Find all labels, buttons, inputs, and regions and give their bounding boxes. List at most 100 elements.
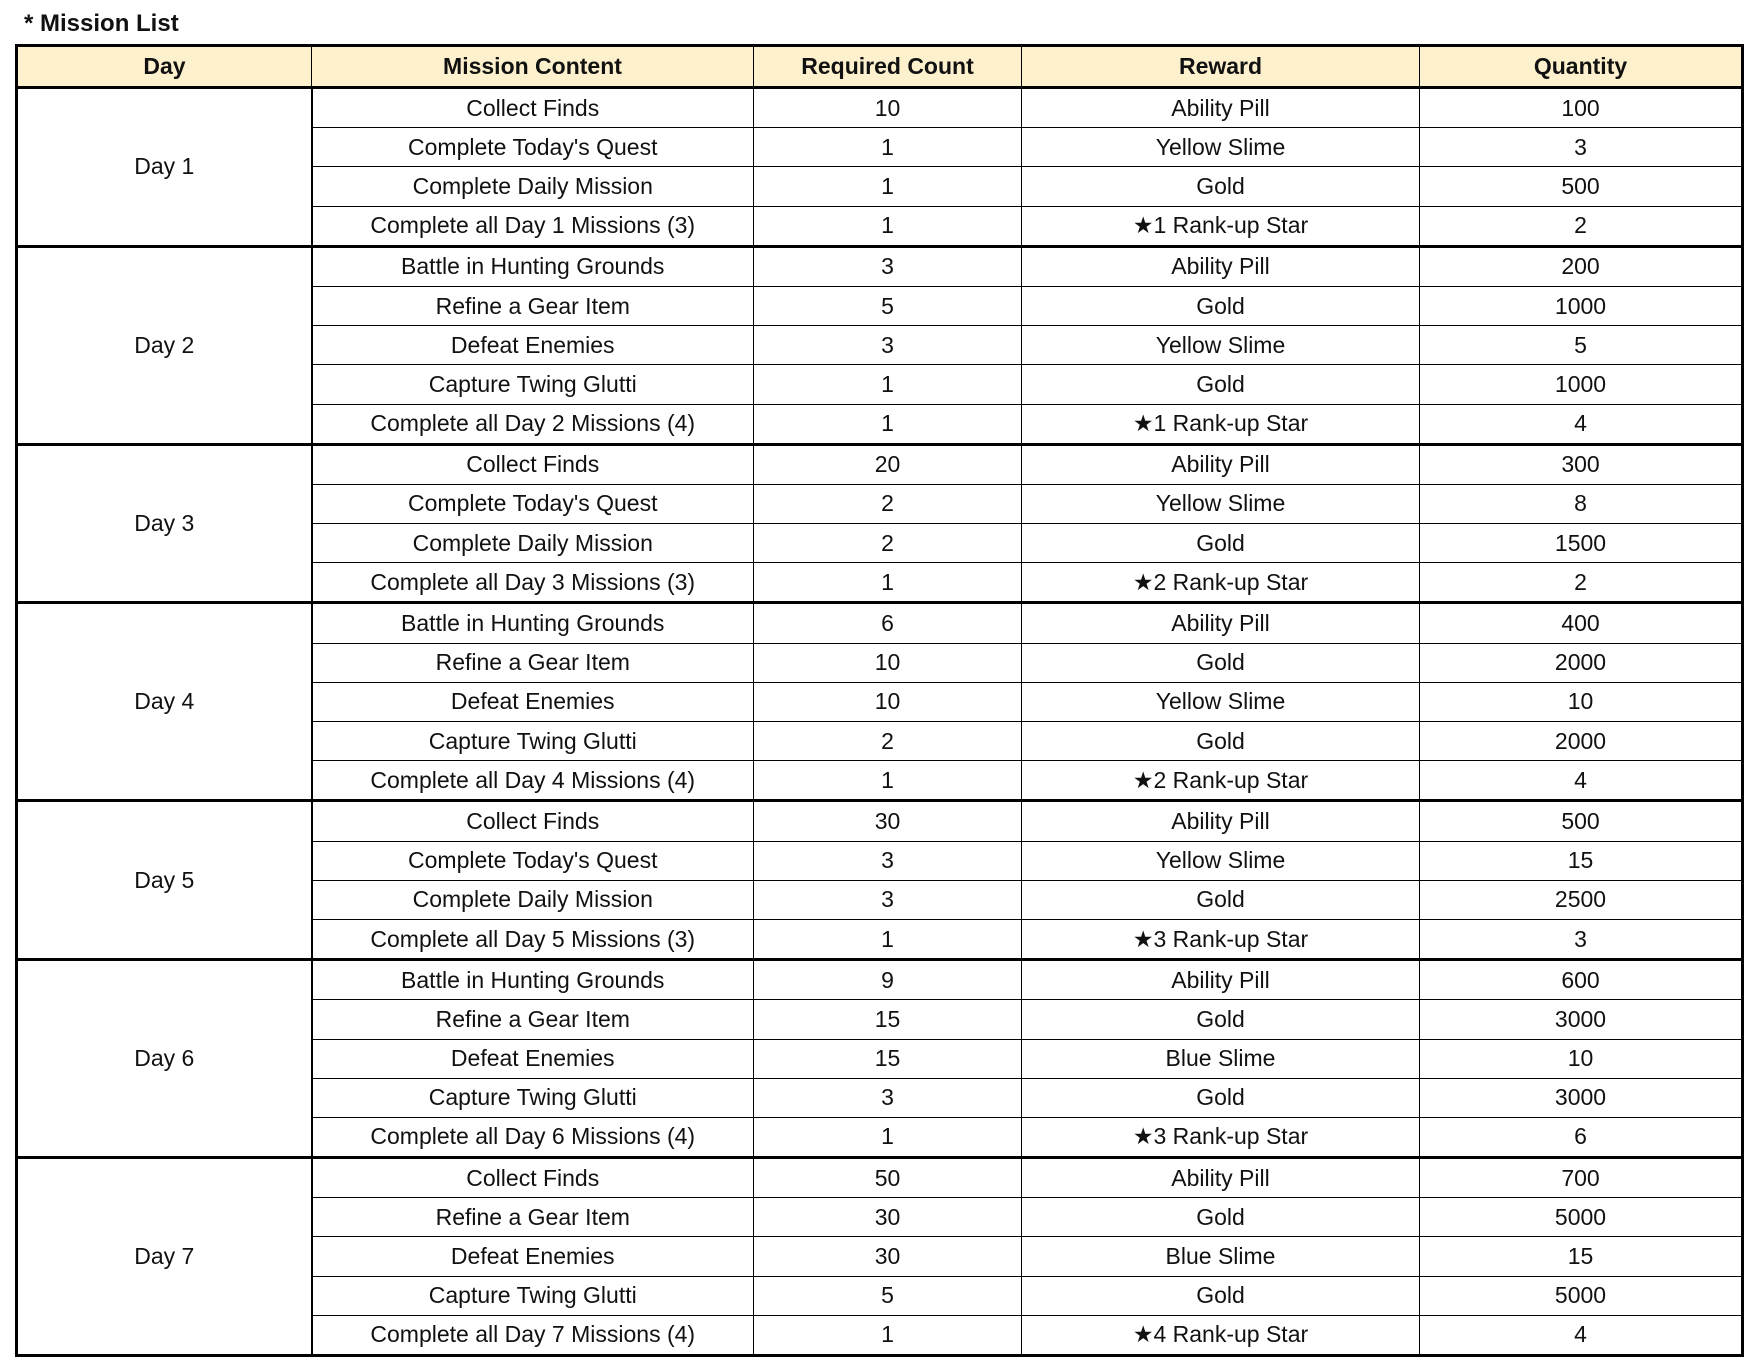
reward-cell: Yellow Slime (1021, 840, 1420, 881)
reward-cell: Gold (1021, 1077, 1420, 1118)
reward-cell: Ability Pill (1021, 601, 1420, 644)
reward-cell: Gold (1021, 166, 1420, 207)
required-count-cell: 10 (753, 85, 1022, 129)
table-row: Day 1 Collect Finds 10 Ability Pill 100 (16, 85, 1743, 247)
table-row: Complete Daily Mission 2 Gold 1500 (17, 523, 1743, 564)
mission-content-cell: Refine a Gear Item (311, 999, 754, 1040)
day-cell: Day 4 (16, 601, 313, 802)
mission-content-cell: Collect Finds (311, 85, 754, 129)
mission-content-cell: Complete Today's Quest (311, 127, 754, 168)
quantity-cell: 2000 (1419, 642, 1743, 683)
table-row: Complete Today's Quest 1 Yellow Slime 3 (17, 127, 1743, 168)
reward-cell: Yellow Slime (1021, 681, 1420, 723)
table-row: Complete Daily Mission 3 Gold 2500 (17, 879, 1743, 920)
reward-cell: Ability Pill (1021, 85, 1420, 129)
table-row: Day 4 Battle in Hunting Grounds 6 Ability P… (16, 601, 1743, 802)
mission-content-cell: Capture Twing Glutti (311, 720, 754, 762)
quantity-cell: 400 (1419, 601, 1743, 644)
required-count-cell: 3 (753, 840, 1022, 881)
quantity-cell: 4 (1419, 760, 1743, 802)
required-count-cell: 15 (753, 1038, 1022, 1079)
mission-content-cell: Battle in Hunting Grounds (311, 244, 754, 287)
required-count-cell: 10 (753, 642, 1022, 683)
quantity-cell: 3 (1419, 127, 1743, 168)
required-count-cell: 1 (753, 205, 1022, 247)
quantity-cell: 10 (1419, 681, 1743, 723)
mission-content-cell: Capture Twing Glutti (311, 1275, 754, 1316)
mission-content-cell: Complete Daily Mission (311, 166, 754, 207)
mission-content-cell: Refine a Gear Item (311, 642, 754, 683)
mission-content-cell: Complete all Day 4 Missions (4) (311, 760, 754, 802)
reward-cell: Yellow Slime (1021, 127, 1420, 168)
reward-cell: Gold (1021, 364, 1420, 405)
quantity-cell: 2500 (1419, 879, 1743, 920)
required-count-cell: 1 (753, 166, 1022, 207)
mission-content-cell: Collect Finds (311, 442, 754, 485)
section-title: * Mission List (24, 10, 179, 37)
reward-cell: ★1 Rank-up Star (1021, 403, 1420, 445)
table-row: Capture Twing Glutti 5 Gold 5000 (17, 1275, 1743, 1316)
reward-cell: Ability Pill (1021, 799, 1420, 842)
day-cell: Day 2 (16, 244, 313, 445)
table-row: Day 3 Collect Finds 20 Ability Pill 300 (16, 442, 1743, 604)
reward-cell: Ability Pill (1021, 1156, 1420, 1199)
required-count-cell: 3 (753, 1077, 1022, 1118)
required-count-cell: 15 (753, 999, 1022, 1040)
mission-content-cell: Complete Today's Quest (311, 483, 754, 525)
required-count-cell: 3 (753, 879, 1022, 920)
reward-cell: ★4 Rank-up Star (1021, 1314, 1420, 1357)
quantity-cell: 3000 (1419, 999, 1743, 1040)
header-day: Day (16, 45, 312, 89)
quantity-cell: 5000 (1419, 1275, 1743, 1316)
mission-content-cell: Capture Twing Glutti (311, 364, 754, 405)
day-cell: Day 3 (16, 442, 313, 604)
required-count-cell: 1 (753, 1116, 1022, 1159)
header-required-count: Required Count (753, 45, 1022, 89)
table-row: Complete all Day 4 Missions (4) 1 ★2 Rank-… (17, 760, 1743, 802)
mission-content-cell: Complete Daily Mission (311, 879, 754, 920)
mission-content-cell: Capture Twing Glutti (311, 1077, 754, 1118)
reward-cell: Ability Pill (1021, 442, 1420, 485)
table-row: Day 5 Collect Finds 30 Ability Pill 500 (16, 799, 1743, 961)
reward-cell: Gold (1021, 523, 1420, 564)
table-row: Complete all Day 5 Missions (3) 1 ★3 Rank-… (17, 918, 1743, 961)
mission-content-cell: Defeat Enemies (311, 325, 754, 366)
required-count-cell: 30 (753, 1236, 1022, 1277)
required-count-cell: 1 (753, 918, 1022, 961)
reward-cell: ★3 Rank-up Star (1021, 918, 1420, 961)
quantity-cell: 1000 (1419, 285, 1743, 327)
required-count-cell: 1 (753, 1314, 1022, 1357)
mission-content-cell: Collect Finds (311, 1156, 754, 1199)
table-row: Refine a Gear Item 15 Gold 3000 (17, 999, 1743, 1040)
required-count-cell: 1 (753, 403, 1022, 445)
required-count-cell: 5 (753, 1275, 1022, 1316)
table-row: Complete all Day 6 Missions (4) 1 ★3 Rank-… (17, 1116, 1743, 1159)
required-count-cell: 2 (753, 483, 1022, 525)
reward-cell: ★3 Rank-up Star (1021, 1116, 1420, 1159)
reward-cell: Gold (1021, 999, 1420, 1040)
reward-cell: Gold (1021, 1275, 1420, 1316)
quantity-cell: 600 (1419, 958, 1743, 1001)
table-row: Complete all Day 3 Missions (3) 1 ★2 Rank-… (17, 562, 1743, 604)
required-count-cell: 1 (753, 760, 1022, 802)
quantity-cell: 1000 (1419, 364, 1743, 405)
quantity-cell: 4 (1419, 403, 1743, 445)
reward-cell: Ability Pill (1021, 958, 1420, 1001)
required-count-cell: 1 (753, 364, 1022, 405)
reward-cell: Ability Pill (1021, 244, 1420, 287)
reward-cell: Blue Slime (1021, 1038, 1420, 1079)
table-row: Defeat Enemies 15 Blue Slime 10 (17, 1038, 1743, 1079)
day-cell: Day 6 (16, 958, 313, 1159)
mission-content-cell: Defeat Enemies (311, 1236, 754, 1277)
reward-cell: Gold (1021, 879, 1420, 920)
table-row: Day 7 Collect Finds 50 Ability Pill 700 (16, 1156, 1743, 1356)
mission-content-cell: Collect Finds (311, 799, 754, 842)
reward-cell: ★2 Rank-up Star (1021, 760, 1420, 802)
table-row: Complete all Day 2 Missions (4) 1 ★1 Rank-… (17, 403, 1743, 445)
mission-content-cell: Complete all Day 2 Missions (4) (311, 403, 754, 445)
reward-cell: ★2 Rank-up Star (1021, 562, 1420, 604)
header-quantity: Quantity (1419, 45, 1743, 89)
quantity-cell: 2 (1419, 562, 1743, 604)
quantity-cell: 200 (1419, 244, 1743, 287)
required-count-cell: 3 (753, 244, 1022, 287)
